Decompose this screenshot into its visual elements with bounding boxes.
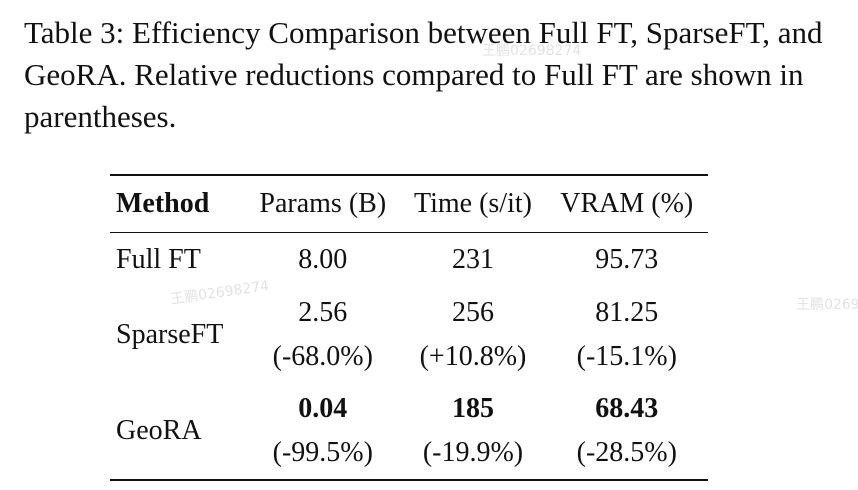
- header-vram: VRAM (%): [560, 188, 694, 219]
- header-method: Method: [116, 188, 210, 219]
- cell-relative: (-99.5%): [272, 437, 373, 468]
- cell-value: 68.43: [595, 393, 659, 424]
- cell-method: SparseFT: [116, 319, 224, 350]
- header-params: Params (B): [259, 188, 387, 219]
- cell-value: 256: [451, 297, 494, 328]
- cell-method: Full FT: [116, 244, 201, 275]
- cell-relative: (-28.5%): [576, 437, 677, 468]
- cell-relative: (-68.0%): [272, 341, 373, 372]
- cell-params: 0.04 (-99.5%): [245, 383, 400, 480]
- table-row-geora: GeoRA 0.04 (-99.5%) 185 (-19.9%) 68.43 (…: [110, 383, 708, 480]
- cell-vram: 95.73: [595, 244, 659, 275]
- cell-params: 8.00: [298, 244, 348, 275]
- cell-relative: (+10.8%): [419, 341, 527, 372]
- cell-relative: (-15.1%): [576, 341, 677, 372]
- table-header-row: Method Params (B) Time (s/it) VRAM (%): [110, 175, 708, 233]
- watermark-text: 王鹏02698274: [482, 43, 582, 59]
- cell-value: 2.56: [298, 297, 348, 328]
- table-row-sparseft: SparseFT 2.56 (-68.0%) 256 (+10.8%) 81.2…: [110, 287, 708, 383]
- cell-relative: (-19.9%): [422, 437, 524, 468]
- cell-time: 256 (+10.8%): [400, 287, 545, 383]
- cell-value: 81.25: [595, 297, 659, 328]
- cell-method: GeoRA: [116, 415, 202, 446]
- cell-params: 2.56 (-68.0%): [245, 287, 400, 383]
- cell-value: 0.04: [298, 393, 348, 424]
- cell-time: 185 (-19.9%): [400, 383, 545, 480]
- table-caption: Table 3: Efficiency Comparison between F…: [24, 15, 823, 134]
- header-time: Time (s/it): [413, 188, 532, 219]
- watermark-text: 王鹏02698274: [796, 297, 858, 313]
- table-row-full-ft: Full FT 8.00 231 95.73: [110, 233, 708, 288]
- cell-time: 231: [451, 244, 494, 275]
- cell-vram: 81.25 (-15.1%): [546, 287, 708, 383]
- cell-vram: 68.43 (-28.5%): [546, 383, 708, 480]
- cell-value: 185: [451, 393, 494, 424]
- efficiency-table: Method Params (B) Time (s/it) VRAM (%) F…: [110, 174, 708, 481]
